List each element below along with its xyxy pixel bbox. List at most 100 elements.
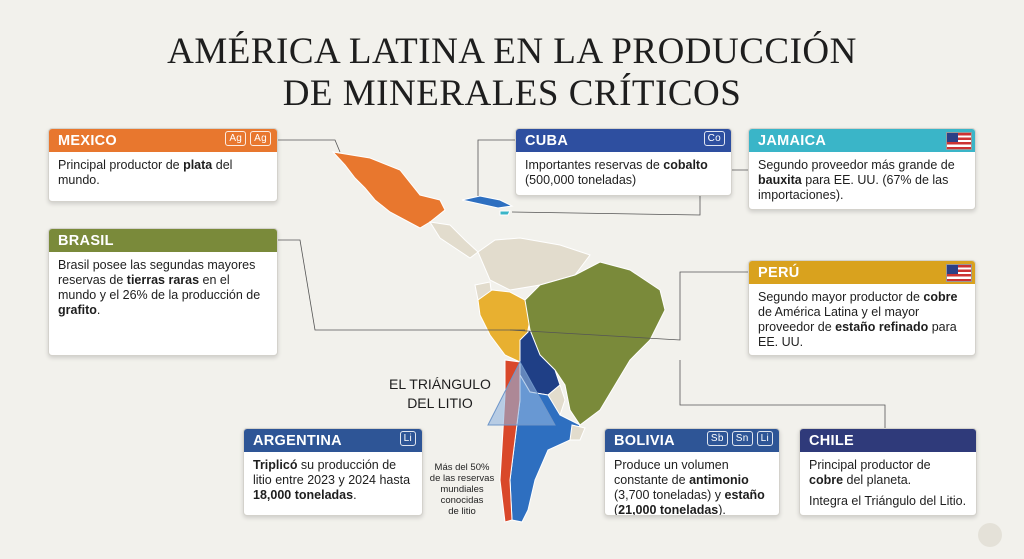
card-header: ARGENTINA Li bbox=[244, 429, 422, 452]
mineral-icon: Li bbox=[399, 431, 416, 446]
card-header: JAMAICA bbox=[749, 129, 975, 152]
connector bbox=[679, 360, 886, 428]
text: Principal productor de bbox=[58, 158, 184, 172]
card-body: Principal productor de plata del mundo. bbox=[49, 152, 277, 200]
connectors bbox=[276, 139, 886, 428]
info-card: BOLIVIA Sb Sn Li Produce un volumen constant… bbox=[604, 428, 780, 516]
connector bbox=[509, 271, 748, 341]
text: Principal productor de bbox=[809, 458, 931, 472]
mexico bbox=[331, 151, 446, 229]
bold-text: estaño bbox=[724, 488, 765, 502]
logo bbox=[978, 523, 1002, 547]
triangle-label: EL TRIÁNGULO DEL LITIO bbox=[380, 375, 500, 413]
card-header: BOLIVIA Sb Sn Li bbox=[605, 429, 779, 452]
mineral-icon: Ag bbox=[225, 131, 247, 146]
text: (3,700 toneladas) y bbox=[614, 488, 725, 502]
card-title: ARGENTINA bbox=[253, 433, 342, 449]
note-line: conocidas bbox=[440, 495, 484, 506]
connector bbox=[276, 139, 341, 153]
text: para EE. UU. (67% de las importaciones). bbox=[758, 173, 949, 202]
jamaica bbox=[499, 210, 511, 216]
card-body: Produce un volumen constante de antimoni… bbox=[605, 452, 779, 516]
triangle-label-line: EL TRIÁNGULO bbox=[389, 376, 491, 392]
text: del mundo. bbox=[58, 158, 233, 187]
card-text: Segundo proveedor más grande de bauxita … bbox=[758, 158, 966, 203]
text: su producción de litio entre 2023 y 2024… bbox=[253, 458, 411, 487]
text: en el mundo y el 26% de la producción de bbox=[58, 273, 261, 302]
text: para EE. UU. bbox=[758, 320, 957, 349]
bold-text: Triplicó bbox=[253, 458, 298, 472]
text: (500,000 toneladas) bbox=[525, 173, 637, 187]
note-line: mundiales bbox=[440, 484, 484, 495]
card-icons: Ag Ag bbox=[225, 131, 271, 146]
card-icons: Co bbox=[703, 131, 725, 146]
central-america bbox=[429, 221, 479, 259]
card-title: CHILE bbox=[809, 433, 854, 449]
card-text: Importantes reservas de cobalto (500,000… bbox=[525, 158, 722, 188]
title: AMÉRICA LATINA EN LA PRODUCCIÓN bbox=[167, 31, 857, 72]
uruguay bbox=[569, 424, 586, 441]
bold-text: estaño refinado bbox=[835, 320, 929, 334]
card-header: BRASIL bbox=[49, 229, 277, 252]
triangle-label-line: DEL LITIO bbox=[407, 395, 473, 411]
card-text: Principal productor de cobre del planeta… bbox=[809, 458, 967, 488]
card-text: Integra el Triángulo del Litio. bbox=[809, 494, 967, 509]
bold-text: cobre bbox=[923, 290, 958, 304]
card-icons: Li bbox=[399, 431, 416, 446]
north-south-america bbox=[477, 237, 591, 291]
card-title: PERÚ bbox=[758, 265, 800, 281]
text: Produce un volumen constante de bbox=[614, 458, 729, 487]
text: . bbox=[96, 303, 101, 317]
info-card: PERÚ Segundo mayor productor de cobre de … bbox=[748, 260, 976, 356]
text: Brasil posee las segundas mayores reserv… bbox=[58, 258, 256, 287]
text: Segundo proveedor más grande de bbox=[758, 158, 955, 172]
mineral-icon: Ag bbox=[250, 131, 271, 146]
lithium-triangle bbox=[487, 360, 556, 426]
card-body: Importantes reservas de cobalto (500,000… bbox=[516, 152, 731, 195]
card-title: CUBA bbox=[525, 133, 569, 149]
card-text: Segundo mayor productor de cobre de Amér… bbox=[758, 290, 966, 350]
card-text: Brasil posee las segundas mayores reserv… bbox=[58, 258, 268, 318]
note-line: de litio bbox=[448, 506, 476, 517]
note-line: Más del 50% bbox=[434, 462, 490, 473]
text: ). bbox=[718, 503, 726, 516]
text: Segundo mayor productor de bbox=[758, 290, 924, 304]
info-card: BRASIL Brasil posee las segundas mayores … bbox=[48, 228, 278, 356]
card-title: BOLIVIA bbox=[614, 433, 675, 449]
bold-text: bauxita bbox=[758, 173, 802, 187]
bold-text: grafito bbox=[58, 303, 97, 317]
text: de América Latina y el mayor proveedor d… bbox=[758, 305, 920, 334]
card-text: Triplicó su producción de litio entre 20… bbox=[253, 458, 413, 503]
info-card: JAMAICA Segundo proveedor más grande de b… bbox=[748, 128, 976, 210]
card-body: Segundo proveedor más grande de bauxita … bbox=[749, 152, 975, 209]
card-icons: Sb Sn Li bbox=[706, 431, 773, 446]
card-title: BRASIL bbox=[58, 233, 114, 249]
info-card: CUBA Co Importantes reservas de cobalto (5… bbox=[515, 128, 732, 196]
mineral-icon: Co bbox=[703, 131, 725, 146]
bold-text: 21,000 toneladas bbox=[618, 503, 719, 516]
triangle-note: Más del 50% de las reservas mundiales conoc… bbox=[422, 462, 502, 517]
bold-text: plata bbox=[183, 158, 213, 172]
card-header: PERÚ bbox=[749, 261, 975, 284]
text: del planeta. bbox=[843, 473, 912, 487]
title: DE MINERALES CRÍTICOS bbox=[282, 73, 742, 114]
bold-text: cobre bbox=[809, 473, 844, 487]
info-card: CHILE Principal productor de cobre del pl… bbox=[799, 428, 977, 516]
note-line: de las reservas bbox=[429, 473, 495, 484]
connector bbox=[276, 239, 525, 331]
bold-text: tierras raras bbox=[126, 273, 200, 287]
mineral-icon: Li bbox=[756, 431, 773, 446]
bold-text: 18,000 toneladas bbox=[253, 488, 354, 502]
text: . bbox=[353, 488, 357, 502]
card-body: Triplicó su producción de litio entre 20… bbox=[244, 452, 422, 515]
text: ( bbox=[614, 503, 619, 516]
card-title: JAMAICA bbox=[758, 133, 827, 149]
mineral-icon: Sb bbox=[706, 431, 728, 446]
mineral-icon: Sn bbox=[731, 431, 753, 446]
text: Importantes reservas de bbox=[525, 158, 664, 172]
card-text: Produce un volumen constante de antimoni… bbox=[614, 458, 770, 516]
connector bbox=[477, 139, 515, 196]
